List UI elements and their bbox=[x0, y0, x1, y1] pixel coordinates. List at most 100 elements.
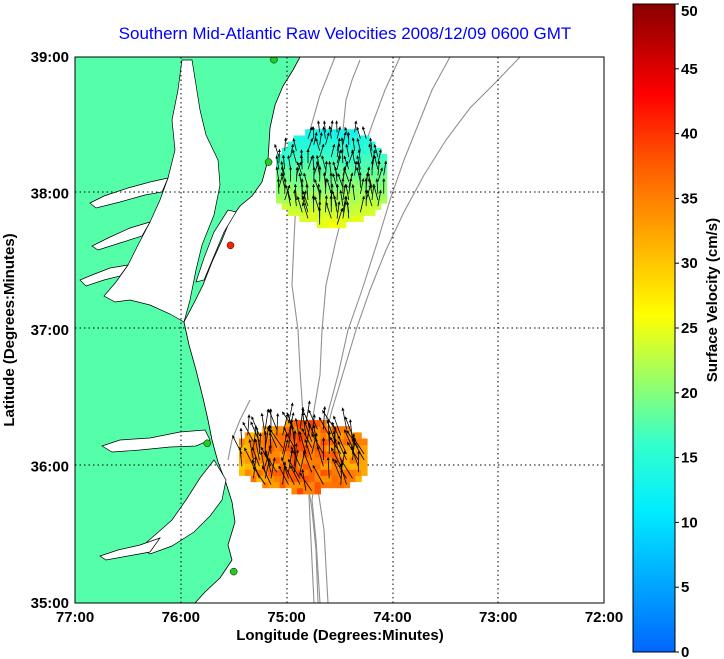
velocity-cell bbox=[343, 438, 351, 446]
velocity-cell bbox=[279, 481, 287, 489]
velocity-cell bbox=[279, 450, 287, 458]
velocity-cell bbox=[256, 450, 263, 458]
velocity-cell bbox=[293, 153, 300, 161]
velocity-arrow bbox=[252, 466, 266, 485]
velocity-arrow bbox=[377, 149, 382, 164]
velocity-arrow bbox=[336, 126, 342, 139]
velocity-arrow bbox=[302, 195, 309, 213]
velocity-arrow bbox=[283, 427, 295, 448]
velocity-cell bbox=[308, 487, 316, 495]
velocity-cell bbox=[361, 469, 368, 476]
velocity-cell bbox=[369, 196, 376, 204]
velocity-arrow bbox=[296, 161, 303, 176]
velocity-arrow bbox=[315, 137, 321, 151]
velocity-cell bbox=[374, 147, 382, 155]
velocity-arrow bbox=[335, 120, 339, 133]
velocity-cell bbox=[299, 172, 306, 179]
velocity-cell bbox=[340, 196, 347, 204]
velocity-cell bbox=[244, 456, 252, 464]
velocity-cell bbox=[281, 172, 289, 179]
radar-station-marker bbox=[270, 57, 278, 64]
velocity-cell bbox=[322, 141, 329, 149]
velocity-cell bbox=[303, 487, 310, 495]
velocity-arrow bbox=[332, 161, 338, 176]
velocity-cell bbox=[299, 215, 306, 222]
velocity-arrow bbox=[357, 450, 361, 473]
velocity-arrow bbox=[344, 126, 350, 139]
velocity-arrow bbox=[293, 449, 299, 473]
velocity-cell bbox=[314, 438, 321, 446]
velocity-cell bbox=[287, 184, 295, 192]
velocity-cell bbox=[291, 463, 298, 470]
velocity-cell bbox=[345, 147, 353, 155]
velocity-arrow bbox=[340, 149, 344, 164]
velocity-cell bbox=[291, 481, 298, 489]
velocity-cell bbox=[262, 463, 269, 470]
velocity-cell bbox=[291, 426, 298, 433]
velocity-arrow bbox=[344, 183, 350, 201]
velocity-cell bbox=[361, 444, 368, 452]
velocity-cell bbox=[299, 160, 306, 167]
velocity-arrow bbox=[336, 143, 341, 158]
velocity-arrow bbox=[325, 132, 330, 145]
velocity-cell bbox=[308, 463, 316, 470]
velocity-cell bbox=[285, 420, 292, 427]
velocity-cell bbox=[328, 153, 335, 161]
x-tick-labels: 77:00 76:00 75:00 74:00 73:00 72:00 bbox=[56, 609, 623, 626]
velocity-cell bbox=[340, 203, 347, 210]
velocity-cell bbox=[334, 209, 341, 216]
velocity-cell bbox=[345, 166, 353, 173]
velocity-cell bbox=[357, 160, 364, 167]
velocity-arrow bbox=[258, 432, 263, 454]
velocity-cell bbox=[308, 475, 316, 483]
velocity-cell bbox=[343, 463, 351, 470]
velocity-cell bbox=[345, 196, 353, 204]
velocity-cell bbox=[293, 190, 300, 198]
velocity-cell bbox=[262, 481, 269, 489]
velocity-cell bbox=[340, 129, 347, 136]
velocity-cell bbox=[380, 172, 388, 179]
velocity-arrow bbox=[254, 438, 260, 461]
velocity-arrow bbox=[292, 138, 297, 151]
velocity-cell bbox=[332, 481, 339, 489]
velocity-arrow bbox=[351, 137, 355, 151]
radar-station-marker bbox=[226, 241, 235, 250]
velocity-arrow bbox=[352, 436, 365, 455]
velocity-cell bbox=[285, 444, 292, 452]
velocity-cell bbox=[314, 463, 321, 470]
velocity-cell bbox=[310, 129, 318, 136]
velocity-cell bbox=[320, 426, 327, 433]
velocity-cell bbox=[343, 444, 351, 452]
velocity-cell bbox=[305, 141, 312, 149]
velocity-cell bbox=[299, 141, 306, 149]
y-tick-label: 39:00 bbox=[31, 49, 69, 66]
velocity-arrow bbox=[383, 160, 388, 176]
velocity-cell bbox=[363, 135, 370, 143]
velocity-arrow bbox=[290, 143, 295, 158]
velocity-cell bbox=[355, 444, 362, 452]
velocity-arrow bbox=[337, 441, 347, 461]
velocity-arrow bbox=[267, 427, 278, 448]
velocity-arrow bbox=[315, 160, 321, 176]
velocity-cell bbox=[328, 215, 335, 222]
velocity-cell bbox=[273, 432, 281, 440]
velocity-cell bbox=[351, 190, 359, 198]
velocity-cell bbox=[293, 203, 300, 210]
y-tick-label: 37:00 bbox=[31, 322, 69, 339]
velocity-cell bbox=[363, 160, 370, 167]
velocity-arrow bbox=[312, 464, 324, 485]
velocity-cell bbox=[287, 147, 295, 155]
velocity-arrow bbox=[351, 149, 355, 164]
velocity-cell bbox=[273, 481, 281, 489]
velocity-cell bbox=[357, 166, 364, 173]
velocity-arrow bbox=[333, 415, 342, 436]
velocity-cell bbox=[262, 475, 269, 483]
velocity-cell bbox=[287, 209, 295, 216]
velocity-arrow bbox=[360, 178, 365, 194]
velocity-cell bbox=[279, 438, 287, 446]
velocity-arrow bbox=[322, 120, 327, 133]
velocity-cell bbox=[322, 135, 329, 143]
velocity-cell bbox=[369, 147, 376, 155]
velocity-cell bbox=[355, 475, 362, 483]
velocity-cell bbox=[239, 450, 246, 458]
